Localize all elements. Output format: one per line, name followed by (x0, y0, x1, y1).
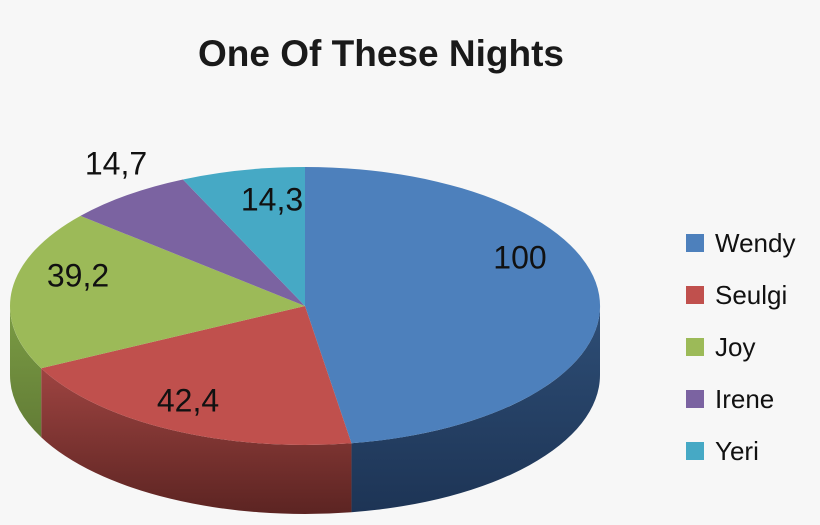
data-label-yeri: 14,3 (240, 181, 304, 218)
pie-side-seulgi (41, 368, 352, 515)
data-label-irene: 14,7 (84, 145, 148, 182)
legend-label: Joy (715, 332, 756, 362)
legend-swatch-icon (686, 286, 704, 304)
legend-item-joy: Joy (686, 333, 795, 361)
legend-label: Irene (715, 384, 775, 414)
data-label-seulgi: 42,4 (156, 382, 220, 419)
legend-label: Yeri (715, 436, 759, 466)
legend-swatch-icon (686, 338, 704, 356)
pie-slice-irene (80, 179, 305, 306)
legend-label: Wendy (715, 228, 796, 258)
data-label-joy: 39,2 (46, 257, 110, 294)
legend-swatch-icon (686, 390, 704, 408)
chart-title: One Of These Nights (198, 33, 564, 74)
legend: Wendy Seulgi Joy Irene Yeri (686, 229, 795, 489)
pie-side-joy (9, 306, 42, 438)
legend-label: Seulgi (715, 280, 788, 310)
data-label-wendy: 100 (493, 239, 547, 276)
pie-slice-joy (9, 215, 305, 369)
legend-item-wendy: Wendy (686, 229, 795, 257)
legend-swatch-icon (686, 234, 704, 252)
pie-slice-seulgi (41, 306, 352, 446)
legend-item-irene: Irene (686, 385, 795, 413)
pie-side-wendy (351, 306, 600, 513)
pie-slice-yeri (182, 167, 305, 306)
legend-swatch-icon (686, 442, 704, 460)
legend-item-seulgi: Seulgi (686, 281, 795, 309)
legend-item-yeri: Yeri (686, 437, 795, 465)
pie-slice-wendy (305, 166, 601, 444)
